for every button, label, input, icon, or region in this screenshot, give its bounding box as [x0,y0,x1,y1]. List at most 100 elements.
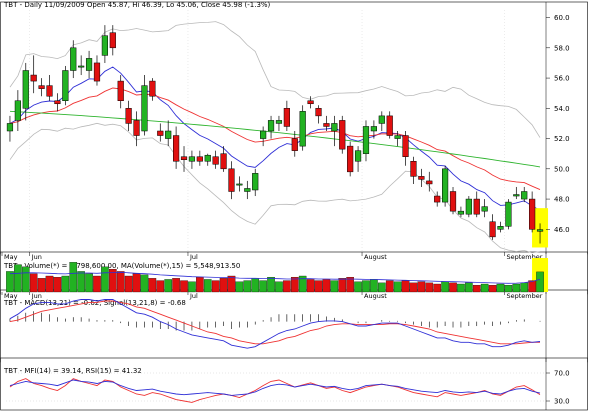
candle [220,146,227,172]
volume-bar [196,276,204,293]
candle [141,75,148,136]
candle-body-down [38,85,45,89]
candle [125,100,132,131]
volume-bar [512,283,521,293]
candle-body-up [78,65,85,68]
volume-bar [290,276,299,293]
candle [70,40,77,79]
ma-slow-line [9,87,541,191]
volume-bar [211,280,220,293]
volume-bar [6,271,14,293]
candle [196,150,203,166]
candle [323,115,330,131]
candle [188,150,196,169]
candle [354,146,362,172]
candle-body-down [173,135,180,162]
candle [481,199,488,218]
price-tick-label: 56.0 [554,75,570,83]
volume-ma-line [9,271,541,284]
volume-x-label: May [4,292,18,300]
candle [6,115,14,142]
candle-body-up [70,47,77,71]
candle [78,55,85,76]
volume-bar [267,276,275,293]
candle [347,141,354,177]
candle-body-down [434,195,441,203]
price-x-label: Jul [189,253,198,261]
price-tick-label: 58.0 [554,44,570,52]
candle-body-up [536,229,544,232]
volume-bar [496,283,505,293]
candle-body-down [54,100,61,105]
volume-bar [180,280,188,293]
volume-panel: TBT - Volume(*) = 8,798,600.00, MA(Volum… [1,258,549,300]
candle-body-up [497,226,504,230]
candle-body-up [141,85,148,132]
volume-bar [385,280,394,293]
volume-bar [21,266,30,293]
candle-body-up [442,168,449,203]
candle-body-down [426,180,433,185]
candle [62,65,69,106]
volume-bar [45,275,54,293]
candle [536,223,544,244]
volume-bar [378,282,386,293]
candle [22,62,29,121]
volume-bar [132,273,141,293]
candle [473,191,480,218]
macd-panel: TBT - MACD(13,21) = -0.62, Signal(13,21,… [3,299,541,349]
volume-bar [306,279,315,293]
price-tick-label: 46.0 [554,226,570,234]
macd-line [9,299,541,349]
volume-bar [283,280,291,293]
candle-body-down [117,80,124,102]
volume-bar [520,282,529,293]
volume-bar [314,280,323,293]
volume-bar [370,279,378,293]
candle [101,25,108,63]
volume-bar [457,283,465,293]
bollinger-upper [9,21,541,138]
volume-bar [425,282,434,293]
candle-body-up [22,70,29,109]
candle-body-down [228,168,235,192]
candle-body-down [30,74,37,82]
candle [46,75,53,101]
volume-x-label: September [506,292,542,300]
price-panel: TBT - Daily 11/09/2009 Open 45.87, Hi 46… [1,1,570,261]
candle [529,191,536,233]
candle [93,55,101,86]
volume-bar [465,282,473,293]
candle-body-up [188,156,196,162]
volume-bar [417,281,426,293]
candle [426,171,433,192]
candle-body-up [457,210,465,215]
candle-body-down [402,135,409,157]
macd-histogram [9,311,541,331]
candle-body-down [347,145,354,173]
volume-bar [85,273,93,293]
candle [291,131,298,157]
candle-body-up [260,130,267,139]
candle [299,105,306,151]
volume-bar [148,278,157,293]
volume-bar [441,281,449,293]
candle [252,168,259,197]
volume-x-label: August [364,292,387,300]
price-tick-label: 60.0 [554,14,570,22]
price-tick-label: 52.0 [554,135,570,143]
candle-body-up [465,198,472,215]
volume-bar [93,275,101,293]
candle-body-down [323,123,330,127]
candle [244,180,251,200]
volume-bar [298,275,307,293]
candle [30,55,37,94]
candle [465,196,472,218]
signal-line [9,300,540,345]
candle-body-down [489,221,496,238]
candle [275,115,283,131]
volume-bar [227,275,236,293]
candle [180,146,188,172]
volume-bar [449,282,457,293]
price-x-labels: May Jun Jul August September [1,252,543,261]
